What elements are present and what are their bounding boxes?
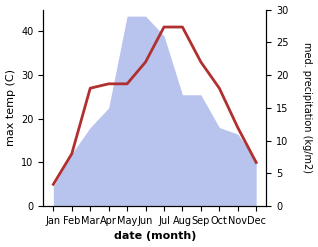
Y-axis label: med. precipitation (kg/m2): med. precipitation (kg/m2): [302, 42, 313, 173]
X-axis label: date (month): date (month): [114, 231, 196, 242]
Y-axis label: max temp (C): max temp (C): [5, 69, 16, 146]
